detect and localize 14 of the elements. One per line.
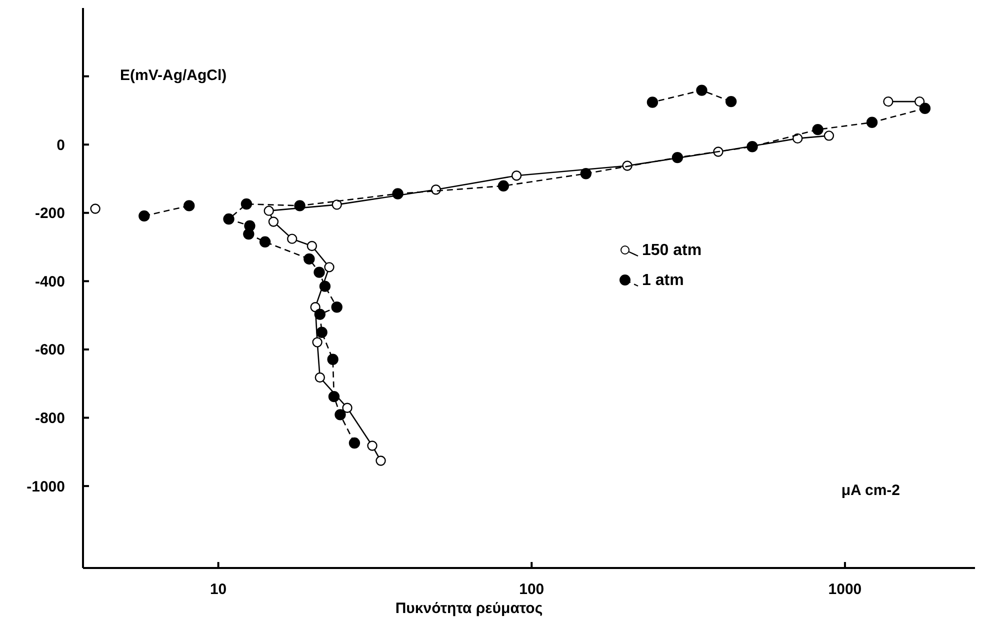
y-tick-label: -200 [34,205,65,222]
annotation: μA cm-2 [841,482,900,499]
x-tick-label: 1000 [828,581,862,598]
y-tick-label: -1000 [26,478,65,496]
y-tick-label: -600 [34,342,65,359]
x-tick-label: 10 [210,581,227,598]
x-tick-label: 100 [519,581,544,598]
y-axis-title: E(mV-Ag/AgCl) [120,67,227,84]
y-tick-label: -400 [34,273,65,290]
y-tick-label: 0 [56,136,65,154]
legend-label: 1 atm [642,272,684,289]
x-axis-title: Πυκνότητα ρεύματος [395,600,543,617]
y-tick-label: -800 [34,410,65,428]
legend-label: 150 atm [642,242,702,259]
